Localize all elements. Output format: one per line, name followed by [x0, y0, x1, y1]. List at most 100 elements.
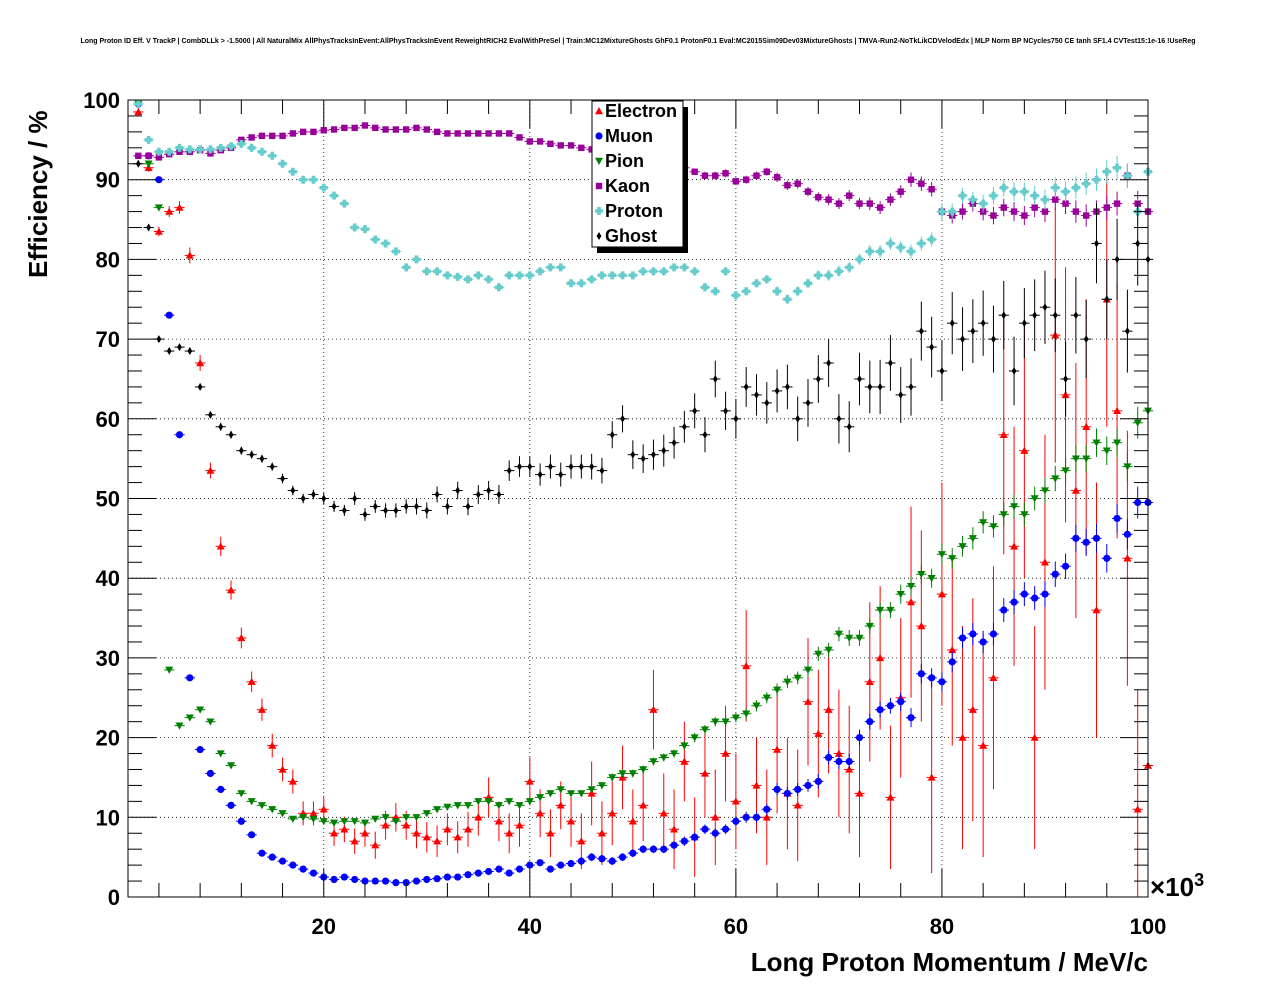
- pion-point: [1122, 451, 1133, 482]
- muon-marker: [639, 845, 647, 853]
- pion-point: [844, 630, 855, 646]
- muon-point: [194, 745, 206, 754]
- electron-marker: [927, 773, 936, 781]
- ghost-marker: [187, 347, 193, 356]
- muon-marker: [546, 865, 555, 873]
- ghost-marker: [290, 486, 296, 495]
- pion-point: [823, 642, 834, 658]
- kaon-point: [143, 152, 154, 159]
- electron-marker: [907, 598, 916, 606]
- proton-point: [318, 183, 329, 192]
- muon-marker: [752, 813, 761, 821]
- x-tick-label: 40: [518, 914, 542, 939]
- legend-entry-electron: Electron: [595, 101, 677, 121]
- electron-point: [390, 802, 402, 832]
- proton-point: [679, 263, 690, 272]
- proton-point: [1039, 189, 1051, 210]
- muon-marker: [907, 714, 915, 722]
- ghost-marker: [898, 390, 904, 399]
- proton-point: [957, 187, 968, 204]
- muon-point: [730, 816, 742, 827]
- legend-box: [591, 100, 684, 248]
- proton-point: [1101, 159, 1112, 184]
- proton-point: [493, 283, 505, 292]
- y-tick-label: 30: [96, 646, 120, 671]
- ghost-marker: [857, 374, 862, 383]
- muon-marker: [577, 857, 585, 865]
- proton-point: [411, 255, 422, 264]
- pion-point: [1019, 502, 1030, 527]
- muon-marker: [268, 853, 276, 861]
- ghost-marker: [1124, 327, 1130, 336]
- y-tick-label: 60: [96, 407, 120, 432]
- muon-marker: [1072, 534, 1080, 542]
- ghost-marker: [578, 462, 584, 471]
- pion-marker: [1051, 475, 1060, 483]
- proton-point: [576, 279, 587, 288]
- pion-marker: [979, 519, 988, 527]
- proton-marker: [185, 145, 194, 154]
- proton-point: [874, 245, 886, 258]
- ghost-marker: [537, 470, 543, 479]
- kaon-marker: [794, 180, 801, 187]
- muon-point: [761, 803, 772, 815]
- pion-marker: [536, 794, 545, 802]
- proton-point: [452, 272, 463, 281]
- pion-point: [380, 814, 391, 822]
- pion-marker: [1040, 487, 1049, 495]
- ghost-marker: [918, 327, 924, 336]
- ghost-point: [390, 503, 402, 518]
- electron-marker: [227, 586, 236, 594]
- legend-marker-muon: [595, 132, 603, 140]
- electron-marker: [350, 837, 359, 845]
- proton-marker: [515, 271, 524, 280]
- legend-label-kaon: Kaon: [605, 176, 650, 196]
- ghost-point: [1101, 259, 1112, 340]
- ghost-marker: [681, 422, 687, 431]
- kaon-marker: [269, 132, 276, 140]
- proton-point: [236, 139, 247, 148]
- electron-marker: [1071, 486, 1080, 494]
- pion-marker: [216, 750, 225, 758]
- pion-marker: [917, 571, 926, 579]
- muon-point: [802, 779, 814, 792]
- pion-marker: [556, 786, 565, 794]
- kaon-point: [349, 124, 360, 132]
- proton-marker: [659, 267, 668, 276]
- ghost-point: [287, 485, 298, 496]
- electron-marker: [824, 705, 833, 713]
- kaon-point: [390, 126, 402, 133]
- pion-marker: [742, 710, 751, 718]
- proton-marker: [700, 283, 709, 292]
- pion-point: [978, 511, 989, 534]
- muon-point: [792, 783, 803, 796]
- muon-point: [648, 845, 659, 854]
- muon-point: [205, 769, 216, 778]
- muon-marker: [536, 859, 544, 867]
- proton-point: [1008, 182, 1020, 202]
- ghost-marker: [238, 446, 244, 455]
- ghost-marker: [888, 359, 893, 368]
- ghost-marker: [836, 414, 842, 423]
- ghost-marker: [651, 450, 656, 459]
- legend-entries: Electron Muon Pion Kaon Proton Ghost: [595, 101, 677, 246]
- electron-marker: [237, 633, 246, 642]
- kaon-point: [874, 201, 886, 214]
- electron-point: [668, 789, 680, 870]
- pion-marker: [958, 543, 967, 551]
- proton-point: [473, 271, 484, 280]
- proton-point: [1019, 182, 1030, 202]
- proton-marker: [721, 267, 730, 276]
- pion-point: [1070, 445, 1082, 473]
- proton-marker: [402, 263, 411, 272]
- pion-marker: [299, 814, 308, 822]
- ghost-marker: [548, 462, 553, 471]
- pion-point: [658, 753, 669, 762]
- kaon-marker: [1103, 204, 1110, 211]
- electron-marker: [1020, 446, 1029, 454]
- electron-marker: [876, 653, 885, 662]
- ghost-marker: [496, 490, 502, 499]
- kaon-point: [287, 130, 298, 137]
- proton-point: [668, 263, 680, 272]
- pion-point: [627, 769, 638, 778]
